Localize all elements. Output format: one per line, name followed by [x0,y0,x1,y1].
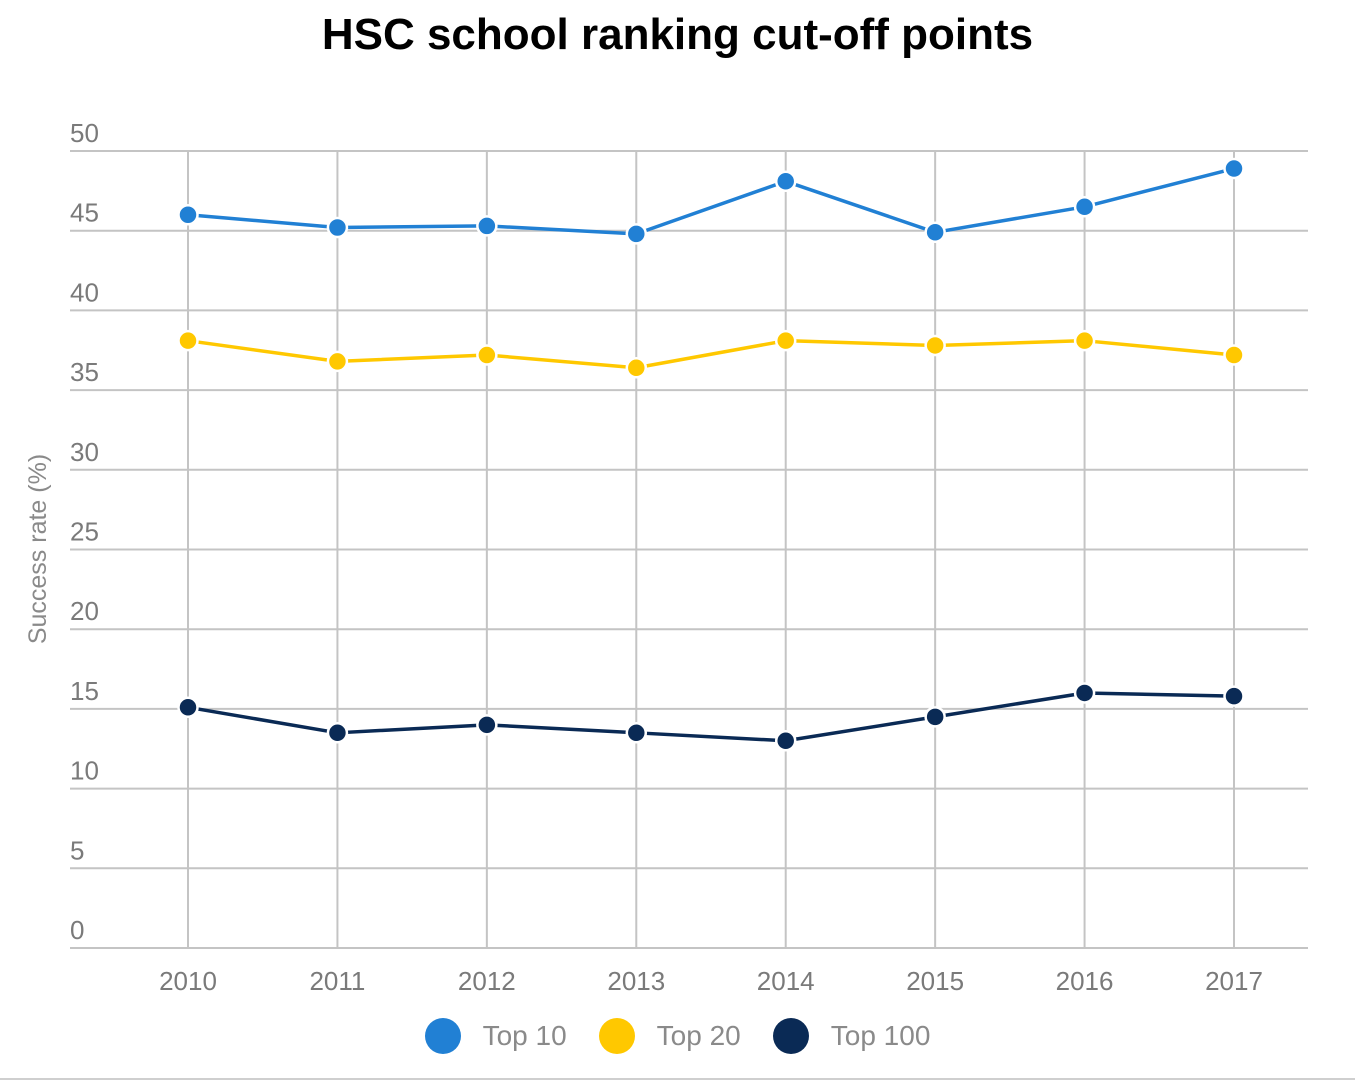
y-tick-label: 40 [70,277,99,307]
y-tick-label: 30 [70,437,99,467]
data-point[interactable] [625,722,648,744]
data-point[interactable] [177,329,199,352]
data-point[interactable] [774,170,797,193]
data-point[interactable] [1073,329,1096,352]
legend-item-1[interactable]: Top 10 [424,1018,567,1054]
data-point[interactable] [476,714,498,736]
legend: Top 10 Top 20 Top 100 [0,1018,1355,1054]
data-point[interactable] [326,350,349,373]
legend-swatch [424,1018,461,1054]
y-tick-label: 0 [70,915,84,945]
data-point[interactable] [924,334,946,357]
data-point[interactable] [924,221,946,244]
grid-lines [70,150,1308,949]
legend-item-2[interactable]: Top 20 [598,1018,741,1054]
series-group [177,157,1245,752]
legend-swatch [598,1018,635,1054]
x-tick-label: 2014 [757,966,815,996]
data-point[interactable] [326,216,349,239]
data-point[interactable] [1223,157,1245,180]
legend-label: Top 10 [482,1020,567,1051]
x-tick-label: 2016 [1056,966,1114,996]
x-tick-label: 2017 [1205,966,1263,996]
y-tick-label: 10 [70,756,99,786]
x-tick-label: 2013 [607,966,665,996]
data-point[interactable] [326,722,349,744]
legend-item-3[interactable]: Top 100 [772,1018,931,1054]
bottom-divider [0,1078,1355,1080]
data-point[interactable] [476,344,498,366]
data-point[interactable] [177,696,199,719]
data-point[interactable] [476,215,498,237]
data-point[interactable] [1073,196,1096,218]
y-tick-label: 35 [70,357,99,387]
data-point[interactable] [1223,344,1245,366]
data-point[interactable] [1073,682,1096,704]
data-point[interactable] [774,329,797,352]
data-point[interactable] [774,730,797,752]
series-line-2 [187,338,1235,370]
data-point[interactable] [625,223,648,245]
data-point[interactable] [625,357,648,379]
y-tick-label: 45 [70,198,99,228]
data-point[interactable] [1223,685,1245,707]
x-tick-label: 2010 [159,966,217,996]
data-point[interactable] [924,706,946,728]
series-line-1 [187,166,1235,236]
y-axis-ticks: 0 5 10 15 20 25 30 35 40 45 50 [70,118,99,945]
y-tick-label: 15 [70,676,99,706]
x-axis-ticks: 2010 2011 2012 2013 2014 2015 2016 2017 [159,966,1263,996]
data-point[interactable] [177,204,199,226]
chart-title: HSC school ranking cut-off points [321,10,1034,59]
legend-swatch [772,1018,809,1054]
y-tick-label: 20 [70,596,99,626]
x-tick-label: 2012 [458,966,516,996]
x-tick-label: 2015 [906,966,964,996]
y-tick-label: 5 [70,835,84,865]
legend-label: Top 20 [656,1020,741,1051]
legend-label: Top 100 [830,1020,931,1051]
x-tick-label: 2011 [309,966,365,996]
y-axis-label: Success rate (%) [24,454,52,644]
y-tick-label: 25 [70,517,99,547]
series-line-3 [187,691,1235,743]
y-tick-label: 50 [70,118,99,148]
